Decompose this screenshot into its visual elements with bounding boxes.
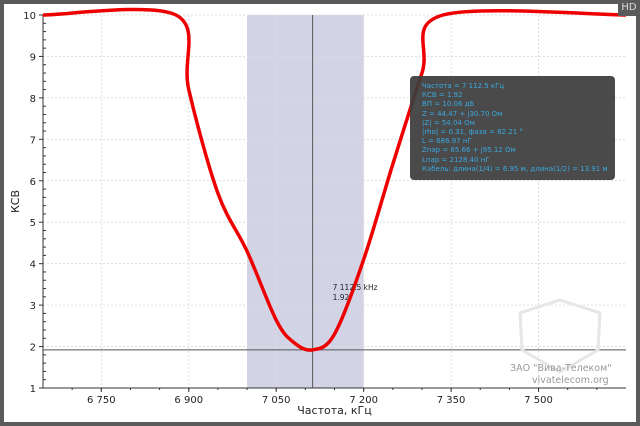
marker-value-label: 1.92 xyxy=(333,293,350,302)
watermark-site: vivatelecom.org xyxy=(532,375,609,386)
x-axis-label: Частота, кГц xyxy=(297,404,371,417)
y-tick-label: 9 xyxy=(30,52,36,63)
x-tick-label: 7 350 xyxy=(437,395,466,406)
info-line: Кабель: длина(1/4) = 6.95 м, длина(1/2) … xyxy=(422,164,608,173)
y-tick-label: 4 xyxy=(30,260,36,271)
info-line: |Z| = 54.04 Ом xyxy=(422,118,475,127)
x-tick-label: 6 900 xyxy=(174,395,203,406)
y-tick-label: 8 xyxy=(30,94,36,105)
info-line: КСВ = 1.92 xyxy=(422,91,463,100)
y-tick-label: 1 xyxy=(30,384,36,395)
y-tick-label: 5 xyxy=(30,218,36,229)
y-axis-label: КСВ xyxy=(9,190,22,213)
y-tick-label: 7 xyxy=(30,135,36,146)
x-tick-label: 6 750 xyxy=(87,395,116,406)
info-line: L = 686.97 нГ xyxy=(422,137,472,146)
hd-badge[interactable]: HD xyxy=(618,0,640,16)
y-tick-label: 10 xyxy=(23,11,36,22)
info-line: Lпар = 2128.40 нГ xyxy=(422,155,490,164)
info-line: Z = 44.47 + j30.70 Ом xyxy=(422,109,503,118)
watermark-company: ЗАО "Вива-Телеком" xyxy=(510,363,612,374)
x-tick-label: 7 500 xyxy=(524,395,553,406)
info-line: |rho| = 0.31, фаза = 82.21 ° xyxy=(422,127,523,136)
y-tick-label: 6 xyxy=(30,177,36,188)
y-tick-label: 2 xyxy=(30,343,36,354)
x-tick-label: 7 050 xyxy=(262,395,291,406)
marker-frequency-label: 7 112.5 kHz xyxy=(333,283,378,292)
info-line: Частота = 7 112.5 кГц xyxy=(422,82,505,90)
frequency-band xyxy=(247,15,364,388)
measurement-info-box: Частота = 7 112.5 кГц КСВ = 1.92 ВП = 10… xyxy=(410,76,615,180)
info-line: Zпар = 65.66 + j95.12 Ом xyxy=(422,146,516,155)
y-tick-label: 3 xyxy=(30,301,36,312)
info-line: ВП = 10.06 дБ xyxy=(422,100,475,109)
x-tick-label: 7 200 xyxy=(349,395,378,406)
watermark-shield-logo xyxy=(518,298,602,374)
vswr-curve xyxy=(42,7,627,352)
